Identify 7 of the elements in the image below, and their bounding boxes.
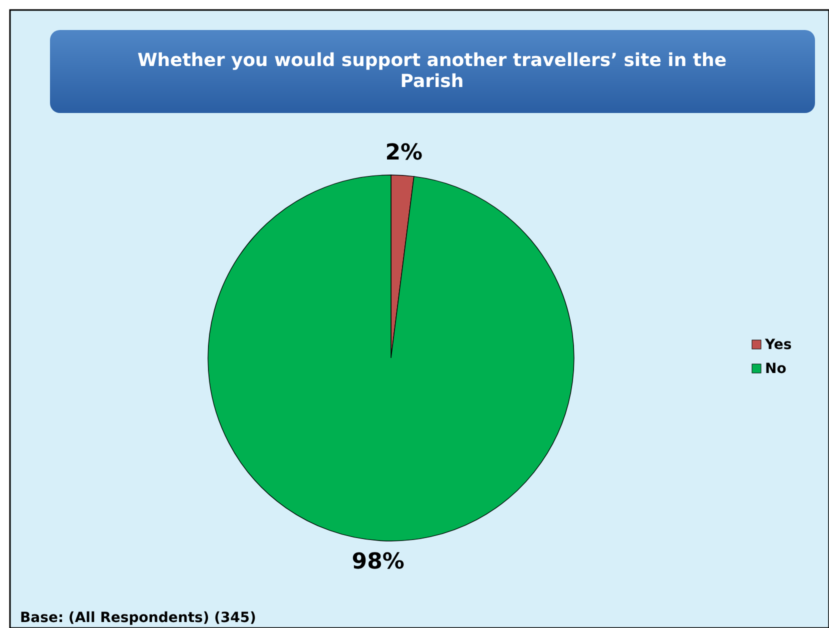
legend-label: No	[765, 361, 787, 377]
data-label: 2%	[385, 140, 423, 166]
pie-slice	[208, 174, 574, 541]
data-label: 98%	[352, 550, 404, 575]
legend-label: Yes	[764, 337, 792, 353]
chart-title: Whether you would support another travellers’ site in the Parish	[137, 50, 727, 92]
text: Base: (All Respondents) (345)	[20, 610, 256, 626]
